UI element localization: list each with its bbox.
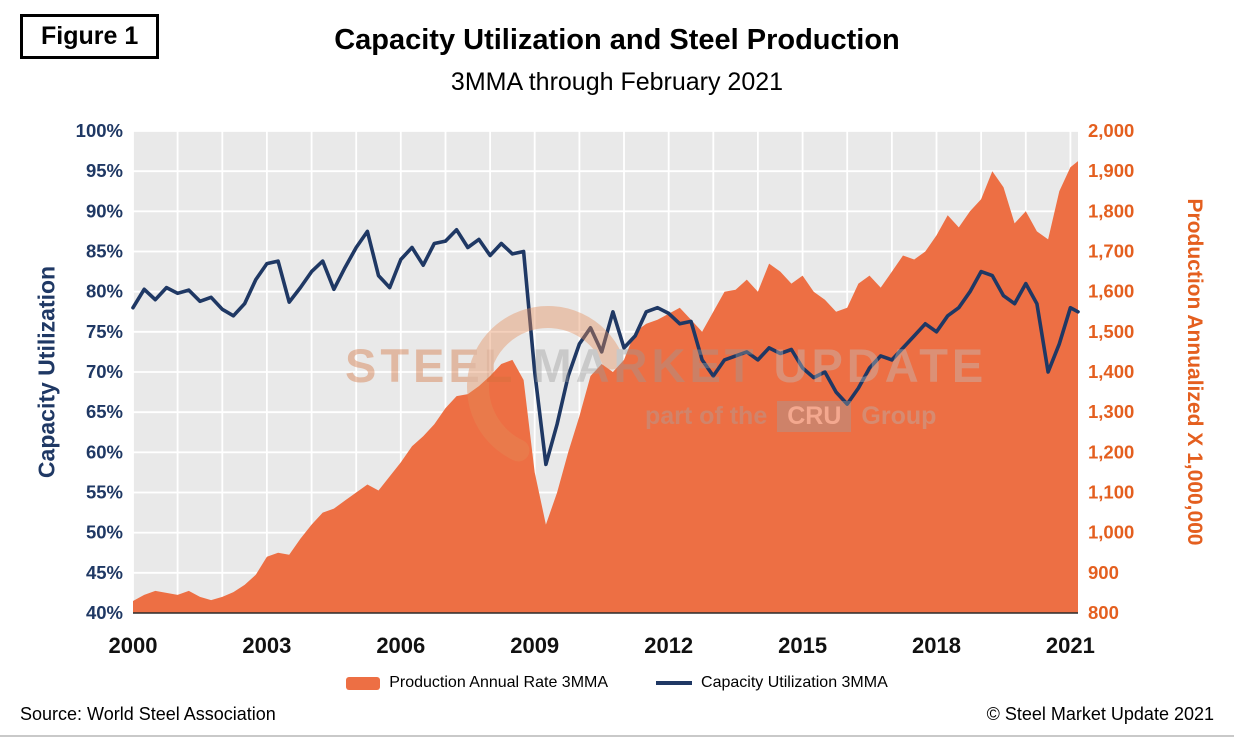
capacity-utilization-line-series — [131, 228, 1080, 467]
left-axis-tick-label: 50% — [86, 522, 123, 543]
watermark-market-text: MARKET — [532, 339, 758, 392]
right-axis-tick-label: 800 — [1088, 602, 1119, 623]
left-axis-tick-label: 90% — [86, 200, 123, 221]
right-axis-tick-label: 1,000 — [1088, 522, 1134, 543]
capacity-legend-label: Capacity Utilization 3MMA — [701, 674, 888, 691]
left-axis-tick-label: 100% — [76, 120, 123, 141]
figure-label: Figure 1 — [20, 14, 160, 59]
chart-legend: Production Annual Rate 3MMA Capacity Uti… — [0, 674, 1234, 692]
legend-item-production: Production Annual Rate 3MMA — [346, 674, 608, 692]
right-axis-tick-label: 1,800 — [1088, 200, 1134, 221]
watermark: STEEL MARKET UPDATE part of the CRU Grou… — [345, 306, 983, 468]
left-axis-tick-label: 40% — [86, 602, 123, 623]
watermark-brand: STEEL MARKET UPDATE — [345, 338, 983, 393]
left-axis-tick-label: 70% — [86, 361, 123, 382]
left-axis-tick-label: 80% — [86, 281, 123, 302]
left-axis-tick-label: 55% — [86, 482, 123, 503]
chart-title: Capacity Utilization and Steel Productio… — [334, 24, 900, 56]
right-axis-tick-label: 1,200 — [1088, 441, 1134, 462]
x-axis-tick-label: 2015 — [778, 633, 827, 658]
right-axis-tick-label: 1,500 — [1088, 321, 1134, 342]
left-axis-title: Capacity Utilization — [33, 265, 60, 479]
production-area-series — [133, 161, 1078, 613]
right-axis-title: Production Annualized X 1,000,000 — [1183, 198, 1206, 546]
x-axis-tick-label: 2021 — [1046, 633, 1095, 658]
left-axis-tick-label: 75% — [86, 321, 123, 342]
watermark-tagline: part of the CRU Group — [645, 401, 965, 432]
left-axis-tick-label: 65% — [86, 401, 123, 422]
left-axis-tick-label: 85% — [86, 241, 123, 262]
x-axis-tick-label: 2012 — [644, 633, 693, 658]
right-axis-tick-label: 900 — [1088, 562, 1119, 583]
watermark-partofthe-text: part of the — [645, 402, 768, 430]
watermark-group-text: Group — [861, 402, 937, 430]
left-axis-tick-label: 95% — [86, 160, 123, 181]
watermark-steel-text: STEEL — [345, 339, 517, 392]
cru-logo: CRU — [777, 401, 852, 432]
legend-item-capacity: Capacity Utilization 3MMA — [656, 674, 888, 692]
copyright-text: © Steel Market Update 2021 — [986, 704, 1214, 724]
right-axis-tick-label: 1,100 — [1088, 482, 1134, 503]
capacity-legend-swatch — [656, 681, 693, 685]
right-axis-tick-label: 2,000 — [1088, 120, 1134, 141]
footer: Source: World Steel Association © Steel … — [20, 704, 1214, 725]
right-axis-tick-label: 1,400 — [1088, 361, 1134, 382]
x-axis-tick-label: 2003 — [242, 633, 291, 658]
left-axis-tick-label: 45% — [86, 562, 123, 583]
x-axis-tick-label: 2000 — [109, 633, 158, 658]
x-axis-tick-label: 2009 — [510, 633, 559, 658]
watermark-update-text: UPDATE — [773, 339, 988, 392]
x-axis-tick-label: 2006 — [376, 633, 425, 658]
smu-logo-swoosh-icon — [466, 306, 629, 468]
right-axis-tick-label: 1,900 — [1088, 160, 1134, 181]
right-axis-tick-label: 1,600 — [1088, 281, 1134, 302]
source-text: Source: World Steel Association — [20, 704, 276, 724]
production-legend-label: Production Annual Rate 3MMA — [389, 674, 609, 691]
right-axis-tick-label: 1,300 — [1088, 401, 1134, 422]
production-legend-swatch — [346, 676, 381, 690]
right-axis-tick-label: 1,700 — [1088, 241, 1134, 262]
chart-subtitle: 3MMA through February 2021 — [450, 68, 784, 96]
left-axis-tick-label: 60% — [86, 441, 123, 462]
x-axis-tick-label: 2018 — [912, 633, 961, 658]
